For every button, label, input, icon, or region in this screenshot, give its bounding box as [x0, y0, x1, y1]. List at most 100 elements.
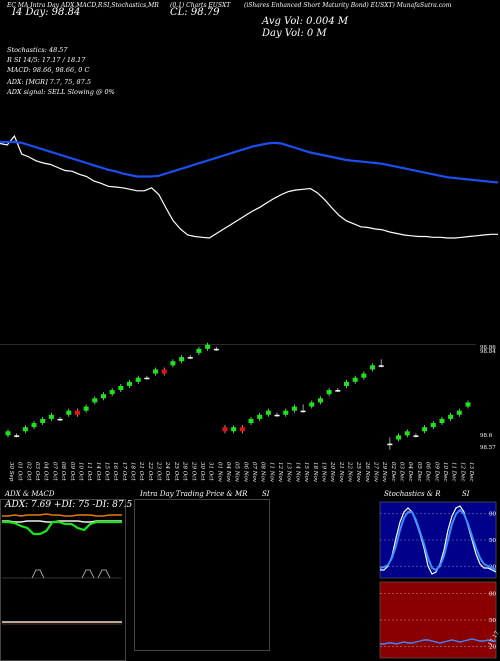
candle-body	[317, 398, 323, 403]
date-label: 30 Sep	[8, 462, 14, 482]
candle-body	[265, 410, 271, 415]
candle-body	[100, 394, 106, 399]
candle-body	[448, 414, 454, 419]
stochastics-text: Stochastics: 48.57	[7, 46, 68, 54]
date-label: 04 Dec	[407, 462, 413, 482]
right-axis-tick: 98.57	[480, 445, 496, 451]
close-label: CL: 98.79	[170, 7, 220, 18]
date-label: 18 Oct	[130, 462, 136, 481]
candle-body	[309, 402, 315, 407]
date-label: 09 Dec	[433, 462, 439, 482]
date-label: 01 Oct	[17, 462, 23, 481]
date-label: 15 Nov	[303, 462, 309, 483]
right-axis-tick: 98.84	[480, 349, 496, 355]
candle-body	[291, 406, 297, 411]
date-label: 12 Dec	[459, 462, 465, 482]
candle-body	[5, 431, 11, 436]
adx-bump	[97, 569, 111, 579]
date-label: 11 Oct	[86, 462, 92, 481]
date-label: 12 Nov	[277, 462, 283, 483]
date-label: 24 Oct	[164, 461, 170, 481]
date-label: 08 Nov	[260, 462, 266, 483]
candle-body	[14, 435, 20, 437]
di-plus-line	[2, 513, 122, 517]
date-label: 09 Oct	[69, 462, 75, 481]
date-label: 28 Oct	[182, 461, 188, 481]
date-label: 17 Oct	[121, 462, 127, 481]
date-label: 30 Oct	[199, 462, 205, 481]
date-label: 02 Oct	[25, 462, 31, 481]
candle-body	[465, 402, 471, 407]
candle-body	[439, 418, 445, 424]
adx-text: ADX: [MGR] 7.7, 75, 87.5	[7, 78, 92, 86]
date-label: 29 Nov	[381, 461, 387, 483]
candle-body	[213, 348, 219, 351]
date-label: 05 Nov	[234, 462, 240, 483]
adx-bump	[31, 569, 45, 579]
date-label: 25 Nov	[355, 461, 361, 483]
macd-text: MACD: 98.66, 98.66, 0 C	[7, 66, 90, 74]
date-label: 27 Nov	[373, 461, 379, 483]
adx-line	[2, 520, 122, 536]
candle-body	[187, 357, 193, 359]
date-label: 11 Nov	[268, 462, 274, 483]
stoch-panel-si: SI	[462, 490, 470, 498]
candle-body	[239, 427, 245, 432]
right-axis-tick: 98.6	[480, 433, 493, 439]
stoch-panel-title: Stochastics & R	[384, 490, 441, 498]
candle-body	[135, 377, 141, 382]
candle-body	[413, 435, 419, 437]
candle-body	[335, 390, 341, 392]
candle-body	[387, 443, 393, 446]
adx-bump	[81, 569, 95, 579]
close-prefix: I4 Day: 98.84	[12, 7, 81, 18]
header-title-1: EC MA Intra Day ADX,MACD,R	[7, 2, 103, 9]
candle-body	[378, 365, 384, 367]
avg-volume: Avg Vol: 0.004 M	[262, 16, 349, 27]
date-label: 18 Nov	[312, 462, 318, 483]
candle-body	[196, 348, 202, 353]
candle-body	[205, 344, 211, 349]
date-label: 03 Dec	[399, 462, 405, 482]
mid-panel-si: SI	[262, 490, 270, 498]
adx-signal-text: ADX signal: SELL Slowing @ 0%	[7, 88, 115, 96]
rsi-tick: 80	[489, 591, 496, 597]
candle-body	[153, 369, 159, 374]
date-label: 11 Dec	[451, 462, 457, 482]
date-label: 25 Oct	[173, 461, 179, 481]
header-title-4: (iShares Enhanced Short Maturity Bond) E…	[244, 2, 452, 9]
candle-body	[179, 357, 185, 362]
date-label: 10 Oct	[77, 462, 83, 481]
candle-body	[40, 418, 46, 424]
date-label: 21 Nov	[338, 461, 344, 483]
intraday-panel	[134, 499, 270, 651]
date-label: 22 Nov	[346, 461, 352, 483]
candle-body	[92, 398, 98, 403]
candle-body	[161, 369, 167, 374]
candle-body	[257, 414, 263, 419]
candle-body	[66, 410, 72, 415]
candle-body	[343, 381, 349, 386]
rsi-line	[380, 638, 496, 645]
stoch-tick: 50	[489, 538, 496, 544]
candle-body	[300, 410, 306, 413]
date-label: 04 Nov	[225, 462, 231, 483]
date-label: 05 Dec	[416, 462, 422, 482]
date-label: 08 Oct	[60, 462, 66, 481]
date-label: 14 Nov	[294, 462, 300, 483]
date-label: 26 Nov	[364, 461, 370, 483]
rsi-tick: 50	[489, 618, 496, 624]
date-label: 23 Oct	[156, 461, 162, 481]
date-label: 13 Dec	[468, 462, 474, 482]
candle-body	[326, 390, 332, 395]
date-label: 06 Nov	[242, 462, 248, 483]
date-label: 02 Dec	[390, 462, 396, 482]
date-label: 21 Oct	[138, 461, 144, 481]
date-label: 10 Dec	[442, 462, 448, 482]
candle-body	[222, 427, 228, 432]
oscillator-blue-line	[0, 140, 499, 184]
candle-body	[31, 423, 37, 428]
stoch-tick: 80	[489, 511, 496, 517]
candle-body	[361, 373, 367, 378]
adx-panel-label: ADX: 7.69 +DI: 75 -DI: 87.5	[5, 500, 133, 510]
